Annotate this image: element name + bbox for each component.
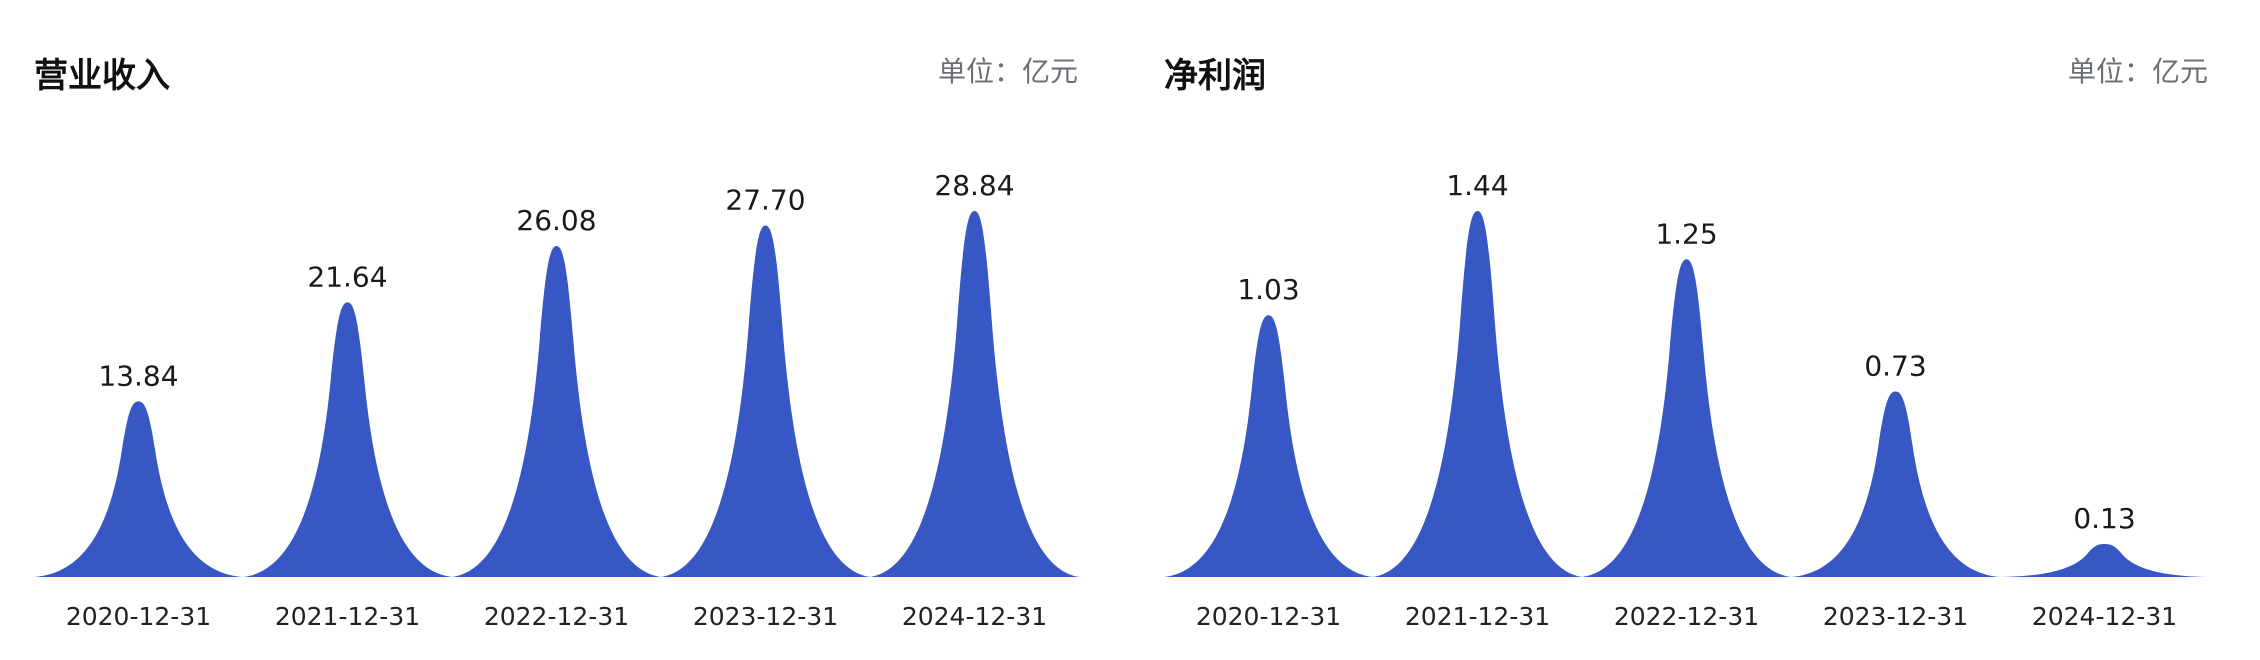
revenue-peak-4 (870, 211, 1079, 577)
net-profit-value-label-2: 1.25 (1655, 217, 1717, 250)
revenue-value-label-3: 27.70 (725, 183, 805, 216)
net-profit-peak-4 (2000, 543, 2209, 577)
revenue-x-tick-1: 2021-12-31 (275, 602, 420, 631)
net-profit-panel: 净利润 单位：亿元 1.03 2020-12-31 1.44 2021-12-31 1.… (1130, 0, 2260, 660)
net-profit-peak-2 (1582, 259, 1791, 577)
revenue-value-label-0: 13.84 (98, 359, 178, 392)
revenue-peak-1 (243, 302, 452, 577)
net-profit-x-tick-3: 2023-12-31 (1823, 602, 1968, 631)
revenue-peak-0 (34, 401, 243, 577)
net-profit-x-tick-2: 2022-12-31 (1614, 602, 1759, 631)
revenue-value-label-1: 21.64 (307, 260, 387, 293)
revenue-peak-2 (452, 246, 661, 577)
net-profit-unit-label: 单位：亿元 (2067, 55, 2208, 88)
net-profit-chart-title: 净利润 (1164, 56, 1266, 96)
net-profit-value-label-1: 1.44 (1446, 169, 1508, 202)
revenue-chart: 13.84 2020-12-31 21.64 2021-12-31 26.08 2022-… (34, 169, 1079, 631)
net-profit-value-label-3: 0.73 (1864, 349, 1926, 382)
revenue-peak-3 (661, 225, 870, 577)
net-profit-x-tick-4: 2024-12-31 (2032, 602, 2177, 631)
net-profit-value-label-0: 1.03 (1237, 273, 1299, 306)
revenue-chart-title: 营业收入 (34, 56, 170, 96)
net-profit-x-tick-1: 2021-12-31 (1405, 602, 1550, 631)
revenue-x-tick-3: 2023-12-31 (693, 602, 838, 631)
revenue-x-tick-4: 2024-12-31 (902, 602, 1047, 631)
net-profit-peak-1 (1373, 211, 1582, 577)
revenue-unit-label: 单位：亿元 (937, 55, 1078, 88)
net-profit-x-tick-0: 2020-12-31 (1196, 602, 1341, 631)
revenue-x-tick-0: 2020-12-31 (66, 602, 211, 631)
net-profit-value-label-4: 0.13 (2073, 502, 2135, 535)
revenue-panel: 营业收入 单位：亿元 13.84 2020-12-31 21.64 2021-12-3… (34, 55, 1079, 631)
revenue-value-label-4: 28.84 (934, 169, 1014, 202)
revenue-x-tick-2: 2022-12-31 (484, 602, 629, 631)
revenue-value-label-2: 26.08 (516, 204, 596, 237)
net-profit-chart: 1.03 2020-12-31 1.44 2021-12-31 1.25 2022-12-… (1164, 169, 2209, 631)
net-profit-peak-0 (1164, 315, 1373, 577)
net-profit-peak-3 (1791, 391, 2000, 577)
